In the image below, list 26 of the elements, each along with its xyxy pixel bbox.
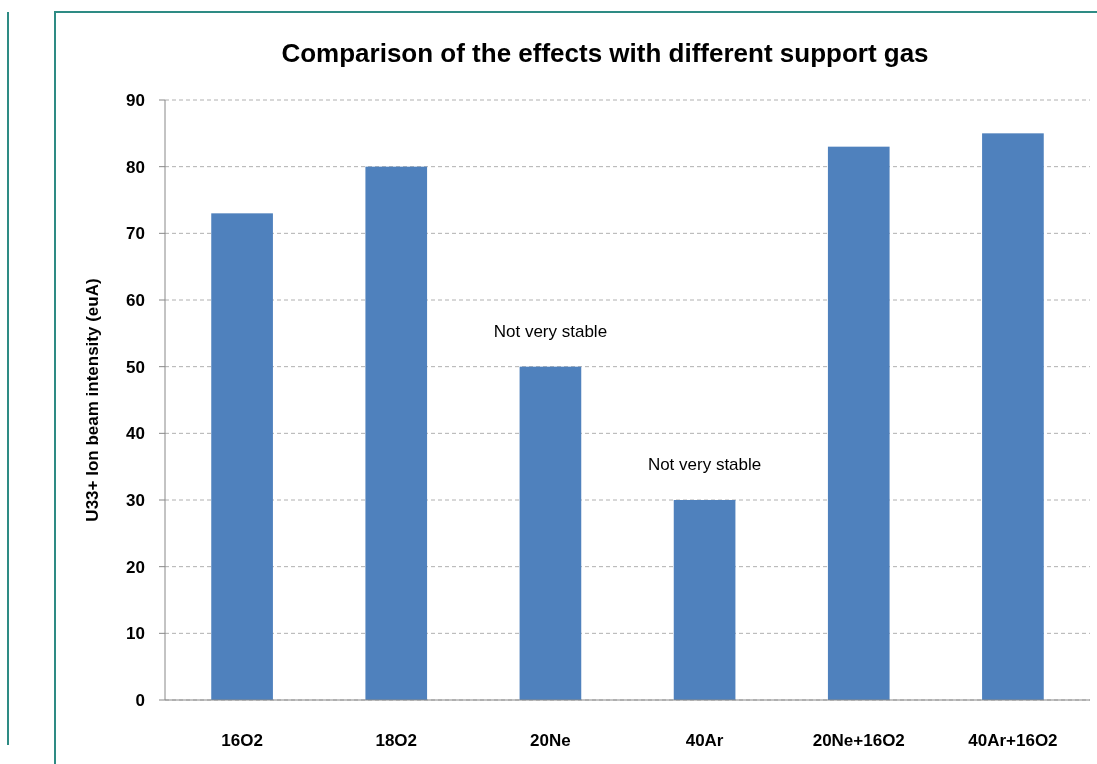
- annotation: Not very stable: [493, 321, 608, 341]
- y-tick-label: 30: [126, 491, 145, 510]
- bar: [673, 500, 736, 700]
- x-tick-label: 40Ar: [685, 731, 724, 750]
- bar: [211, 213, 273, 700]
- bar: [519, 366, 582, 700]
- annotation: Not very stable: [647, 455, 762, 474]
- y-tick-label: 70: [126, 224, 145, 244]
- y-tick-label: 0: [135, 691, 145, 710]
- y-tick-label: 60: [126, 291, 145, 310]
- x-tick-label: 40Ar+16O2: [968, 731, 1058, 750]
- y-tick-label: 90: [126, 91, 145, 110]
- x-tick-label: 16O2: [221, 731, 263, 750]
- y-tick-label: 80: [126, 157, 145, 177]
- x-tick-label: 20Ne+16O2: [812, 731, 905, 750]
- y-tick-label: 10: [126, 624, 145, 644]
- chart-title: Comparison of the effects with different support gas: [281, 38, 929, 68]
- bar: [982, 133, 1044, 700]
- y-axis-title: U33+ Ion beam intensity (euA): [83, 278, 102, 522]
- x-tick-label: 18O2: [375, 731, 418, 750]
- y-tick-label: 20: [126, 557, 145, 577]
- y-tick-label: 50: [126, 357, 145, 377]
- bar: [827, 146, 890, 700]
- y-tick-label: 40: [126, 424, 145, 444]
- bar: [365, 166, 428, 700]
- x-tick-label: 20Ne: [530, 731, 571, 750]
